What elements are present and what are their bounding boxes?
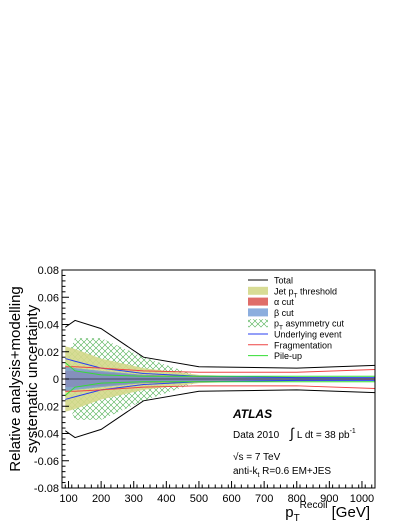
y-tick-label: 0.08 xyxy=(38,265,59,277)
x-axis-label-unit: [GeV] xyxy=(327,504,370,521)
x-tick-label: 100 xyxy=(59,493,77,505)
energy-text: s = 7 TeV xyxy=(239,452,281,463)
x-axis-label-sup: Recoil xyxy=(300,500,328,511)
x-tick-label: 200 xyxy=(92,493,110,505)
legend-label: Total xyxy=(274,276,293,286)
series-underlying-event-lower xyxy=(65,379,375,400)
x-axis-label-p: p xyxy=(285,504,293,521)
series-fragmentation-upper xyxy=(65,366,376,373)
legend-label: Pile-up xyxy=(274,351,302,361)
algorithm-tail: R=0.6 EM+JES xyxy=(259,466,331,477)
y-tick-label: 0.04 xyxy=(38,320,59,332)
series-underlying-event-upper xyxy=(65,358,375,379)
x-tick-label: 900 xyxy=(320,493,338,505)
data-label: Data 2010 xyxy=(233,430,280,441)
y-tick-label: -0.04 xyxy=(34,429,59,441)
legend-label: Underlying event xyxy=(274,330,342,340)
legend-label: Jet pT threshold xyxy=(274,286,337,299)
y-tick-label: -0.02 xyxy=(34,401,59,413)
series-pile-up-upper xyxy=(64,362,375,377)
legend-swatch xyxy=(248,308,268,317)
y-tick-label: 0.02 xyxy=(38,347,59,359)
annotations: ATLAS Data 2010 ∫ L dt = 38 pb-1 √s = 7 T… xyxy=(232,407,356,479)
y-axis: -0.08 -0.06 -0.04 -0.02 0 0.02 0.04 0.06 0.08 xyxy=(34,265,69,495)
y-tick-label: -0.06 xyxy=(34,456,59,468)
legend-swatch xyxy=(248,319,268,328)
sqrt-sign: √ xyxy=(233,451,239,463)
atlas-label: ATLAS xyxy=(232,407,272,421)
plot-area xyxy=(62,319,376,439)
algorithm-sub: t xyxy=(257,472,259,479)
x-tick-label: 400 xyxy=(157,493,175,505)
legend-label: pT asymmetry cut xyxy=(274,319,345,332)
algorithm-text: anti-k xyxy=(233,466,258,477)
x-tick-label: 800 xyxy=(288,493,306,505)
y-tick-label: -0.08 xyxy=(34,483,59,495)
x-axis-label-sub: T xyxy=(294,513,300,524)
y-tick-label: 0.06 xyxy=(38,292,59,304)
series-fragmentation-lower xyxy=(65,385,376,392)
legend-label: α cut xyxy=(274,297,294,307)
x-axis: 100 200 300 400 500 600 700 800 900 1000 xyxy=(59,481,374,505)
y-tick-label: 0 xyxy=(53,374,59,386)
integral-sign: ∫ xyxy=(289,425,295,441)
series-total-upper xyxy=(64,319,376,369)
x-tick-label: 1000 xyxy=(350,493,374,505)
legend-swatch xyxy=(248,286,268,295)
legend-swatch xyxy=(248,297,268,306)
energy-label: √s = 7 TeV xyxy=(233,451,281,463)
series-total-lower xyxy=(64,389,376,439)
legend-label: β cut xyxy=(274,308,294,318)
x-tick-label: 500 xyxy=(190,493,208,505)
luminosity-sup: -1 xyxy=(350,428,356,435)
x-tick-label: 300 xyxy=(125,493,143,505)
x-tick-label: 600 xyxy=(222,493,240,505)
x-tick-label: 700 xyxy=(255,493,273,505)
luminosity-text: L dt = 38 pb xyxy=(297,430,350,441)
legend-label: Fragmentation xyxy=(274,340,332,350)
x-axis-label: pTRecoil [GeV] xyxy=(285,500,370,524)
algorithm-label: anti-kt R=0.6 EM+JES xyxy=(233,466,331,479)
luminosity-label: ∫ L dt = 38 pb-1 xyxy=(289,425,356,441)
y-axis-label-line1: Relative analysis+modelling xyxy=(7,286,24,472)
series-pile-up-lower xyxy=(64,381,375,396)
y-axis-label-line2: systematic uncertainty xyxy=(24,304,41,453)
